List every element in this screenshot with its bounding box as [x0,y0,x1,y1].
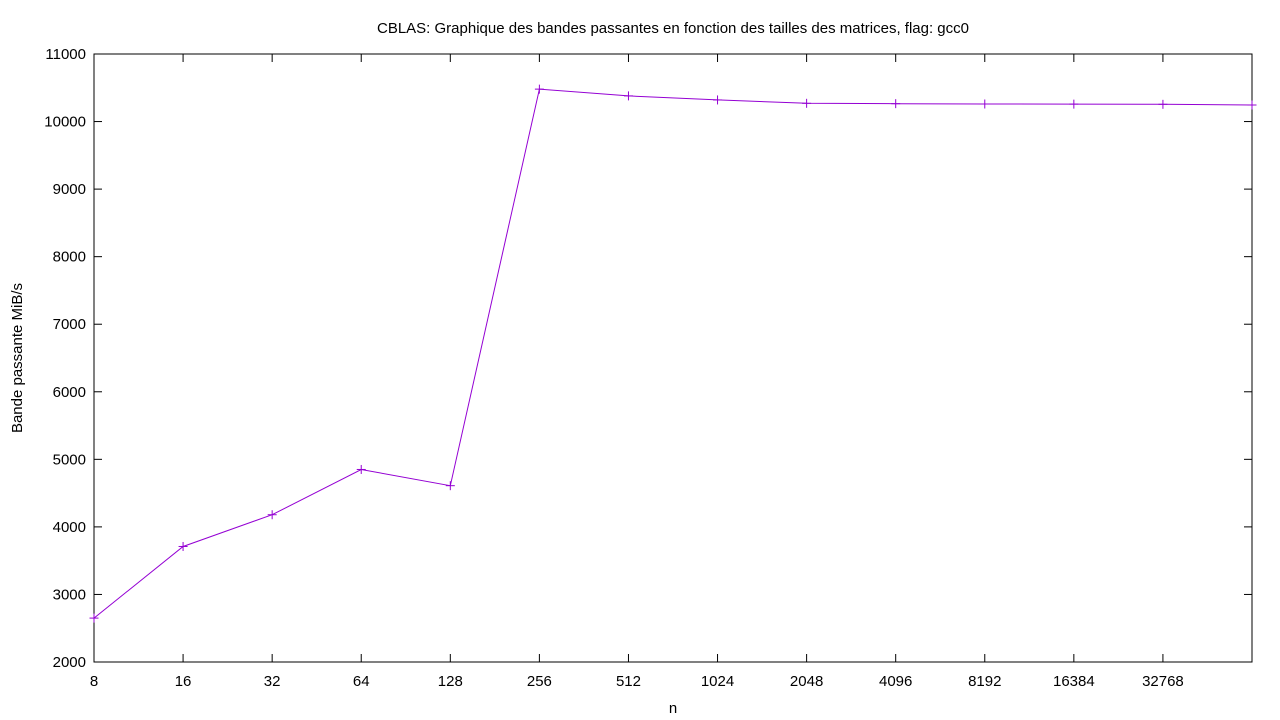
x-tick-label: 512 [616,673,641,690]
x-tick-label: 64 [353,673,370,690]
x-tick-label: 1024 [701,673,734,690]
x-tick-label: 32768 [1142,673,1184,690]
data-point [623,91,633,101]
y-tick-label: 11000 [45,46,86,63]
y-tick-label: 6000 [53,384,86,401]
y-tick-label: 9000 [53,181,86,198]
x-tick-label: 16384 [1053,673,1095,690]
data-point [89,613,99,623]
data-point [1158,99,1168,109]
x-tick-label: 8192 [968,673,1001,690]
x-tick-label: 128 [438,673,463,690]
plot-frame [93,53,1253,663]
x-tick-label: 16 [175,673,192,690]
y-axis-label: Bande passante MiB/s [9,283,26,433]
data-point [1069,99,1079,109]
data-point [267,510,277,520]
series-line [93,88,1253,619]
data-point [1247,100,1257,110]
y-axis: 2000 3000 4000 5000 6000 7000 8000 9000 10000 110… [44,46,1252,671]
y-tick-label: 2000 [53,654,86,671]
data-point [178,541,188,551]
y-tick-label: 4000 [53,519,86,536]
x-axis-label: n [669,700,677,717]
y-tick-label: 10000 [44,114,86,131]
x-tick-label: 4096 [879,673,912,690]
x-tick-label: 256 [527,673,552,690]
x-tick-label: 8 [90,673,98,690]
chart-title: CBLAS: Graphique des bandes passantes en… [377,20,969,37]
data-point [802,98,812,108]
y-tick-label: 7000 [53,316,86,333]
y-tick-label: 3000 [53,586,86,603]
y-tick-label: 8000 [53,249,86,266]
data-point [713,95,723,105]
data-point [980,99,990,109]
data-point [445,481,455,491]
x-axis: 8 16 32 64 128 256 512 1024 2048 4096 8192 16384 327… [90,54,1184,690]
x-tick-label: 2048 [790,673,823,690]
data-point [356,464,366,474]
x-tick-label: 32 [264,673,281,690]
data-point [891,99,901,109]
data-point [534,84,544,94]
y-tick-label: 5000 [53,451,86,468]
series-group [89,84,1257,623]
